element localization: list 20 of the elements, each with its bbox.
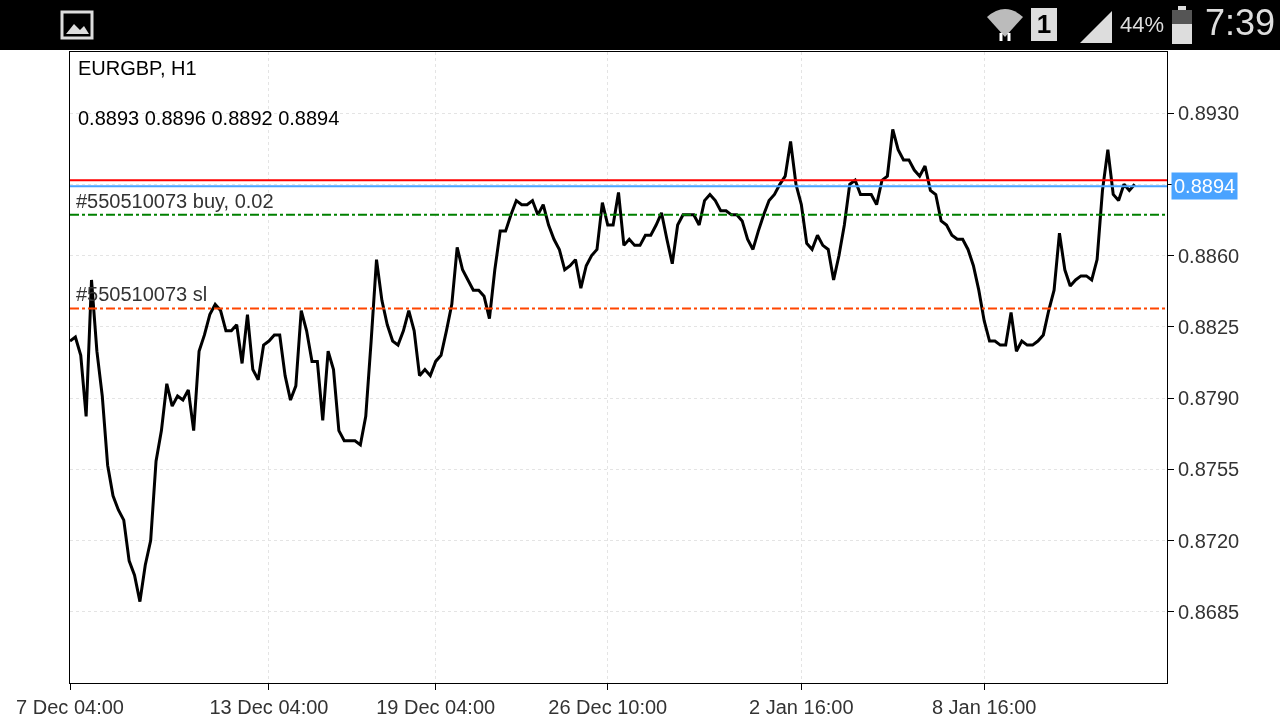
x-tick-label: 26 Dec 10:00 xyxy=(548,696,668,718)
text: 0.8893 0.8896 0.8892 0.8894 xyxy=(78,107,340,130)
ref-line-label: 0.8894 xyxy=(1174,175,1236,197)
x-tick-label: 2 Jan 16:00 xyxy=(749,696,854,718)
y-tick-label: 0.8790 xyxy=(1178,387,1240,410)
y-tick-label: 0.8860 xyxy=(1178,244,1240,267)
ref-line-label: #550510073 buy, 0.02 xyxy=(76,190,274,212)
text: 7:39 xyxy=(1205,2,1276,44)
x-tick-label: 19 Dec 04:00 xyxy=(376,696,496,718)
y-tick-label: 0.8755 xyxy=(1178,458,1240,481)
y-tick-label: 0.8685 xyxy=(1178,600,1240,623)
sim-icon: 1 xyxy=(1031,8,1057,41)
x-tick-label: 8 Jan 16:00 xyxy=(931,696,1037,718)
chart-title: EURGBP, H1 xyxy=(78,57,197,80)
y-tick-label: 0.8930 xyxy=(1178,102,1240,125)
y-tick-label: 0.8825 xyxy=(1178,315,1240,338)
y-tick-label: 0.8720 xyxy=(1178,529,1240,552)
x-tick-label: 13 Dec 04:00 xyxy=(209,696,329,718)
x-tick-label: 7 Dec 04:00 xyxy=(16,696,124,718)
text: 44% xyxy=(1120,12,1165,38)
